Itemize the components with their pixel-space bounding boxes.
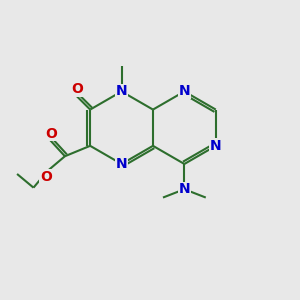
Text: N: N	[178, 84, 190, 98]
Text: N: N	[116, 84, 127, 98]
Text: O: O	[45, 127, 57, 141]
Text: O: O	[72, 82, 84, 96]
Text: N: N	[210, 139, 222, 153]
Text: N: N	[178, 182, 190, 196]
Text: N: N	[116, 157, 127, 171]
Text: O: O	[40, 169, 52, 184]
